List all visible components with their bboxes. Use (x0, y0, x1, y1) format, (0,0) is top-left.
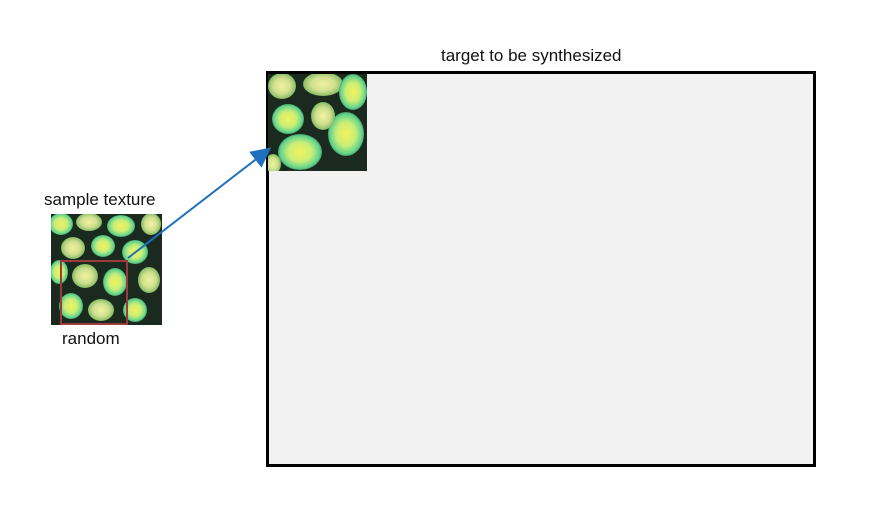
random-selection-box (60, 260, 128, 325)
sample-texture-label: sample texture (44, 190, 156, 209)
random-label: random (62, 329, 120, 348)
sample-texture-image (51, 214, 162, 325)
synthesized-patch (268, 74, 367, 171)
target-label: target to be synthesized (441, 46, 622, 65)
